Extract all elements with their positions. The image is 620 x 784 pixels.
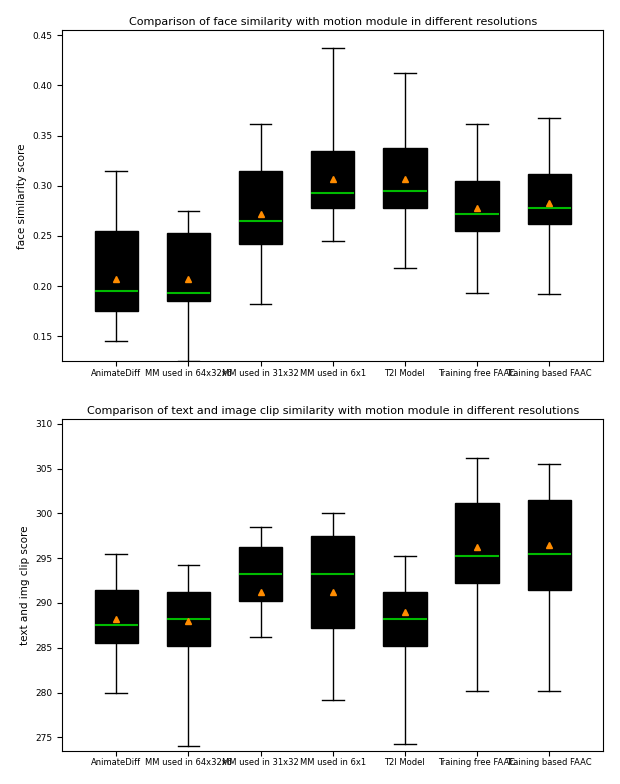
PathPatch shape (455, 181, 498, 231)
PathPatch shape (455, 503, 498, 583)
PathPatch shape (528, 174, 571, 224)
PathPatch shape (167, 233, 210, 301)
PathPatch shape (167, 592, 210, 646)
PathPatch shape (383, 592, 427, 646)
PathPatch shape (383, 147, 427, 208)
PathPatch shape (239, 171, 282, 244)
PathPatch shape (528, 500, 571, 590)
PathPatch shape (94, 590, 138, 643)
PathPatch shape (94, 231, 138, 311)
Y-axis label: face similarity score: face similarity score (17, 143, 27, 249)
Y-axis label: text and img clip score: text and img clip score (20, 525, 30, 644)
PathPatch shape (311, 151, 355, 208)
Title: Comparison of face similarity with motion module in different resolutions: Comparison of face similarity with motio… (128, 16, 537, 27)
PathPatch shape (311, 535, 355, 628)
PathPatch shape (239, 547, 282, 601)
Title: Comparison of text and image clip similarity with motion module in different res: Comparison of text and image clip simila… (87, 406, 579, 416)
